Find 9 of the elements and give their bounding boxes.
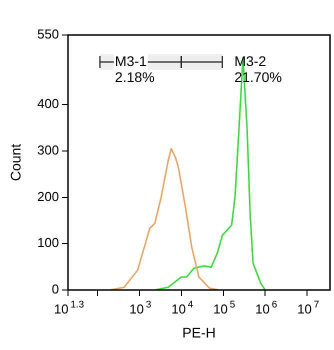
y-tick-label: 200: [37, 188, 59, 204]
y-tick-label: 400: [37, 96, 59, 112]
y-tick-label: 300: [37, 142, 59, 158]
y-tick-label: 0: [52, 282, 59, 297]
y-axis-title: Count: [7, 144, 24, 182]
y-tick-label: 550: [37, 26, 59, 42]
x-axis-title: PE-H: [182, 324, 216, 340]
y-tick-label: 100: [37, 235, 59, 250]
band-label: M3-1 2.18%: [114, 52, 155, 85]
